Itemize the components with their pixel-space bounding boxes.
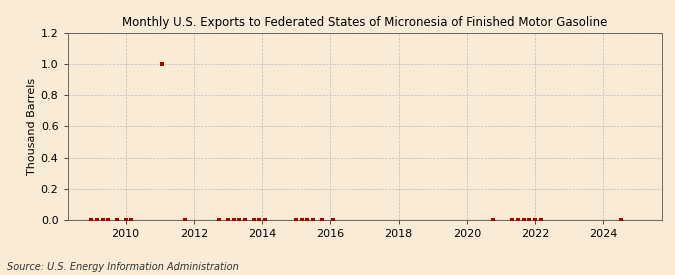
Point (615, 218, 626, 222)
Point (157, 62, 168, 66)
Point (86, 218, 97, 222)
Point (92, 218, 103, 222)
Point (302, 218, 313, 222)
Point (120, 218, 131, 222)
Point (223, 218, 234, 222)
Point (228, 218, 239, 222)
Point (180, 218, 190, 222)
Point (296, 218, 307, 222)
Point (518, 218, 529, 222)
Title: Monthly U.S. Exports to Federated States of Micronesia of Finished Motor Gasolin: Monthly U.S. Exports to Federated States… (122, 16, 608, 29)
Point (234, 218, 244, 222)
Point (327, 218, 338, 222)
Point (513, 218, 524, 222)
Point (524, 218, 535, 222)
Point (103, 218, 114, 222)
Point (248, 218, 259, 222)
Point (259, 218, 270, 222)
Point (240, 218, 250, 222)
Point (97, 218, 108, 222)
Point (308, 218, 319, 222)
Y-axis label: Thousand Barrels: Thousand Barrels (26, 78, 36, 175)
Point (535, 218, 546, 222)
Point (214, 218, 225, 222)
Point (317, 218, 327, 222)
Point (254, 218, 265, 222)
Point (507, 218, 518, 222)
Point (111, 218, 122, 222)
Point (291, 218, 302, 222)
Point (530, 218, 541, 222)
Point (126, 218, 137, 222)
Text: Source: U.S. Energy Information Administration: Source: U.S. Energy Information Administ… (7, 262, 238, 272)
Point (487, 218, 498, 222)
